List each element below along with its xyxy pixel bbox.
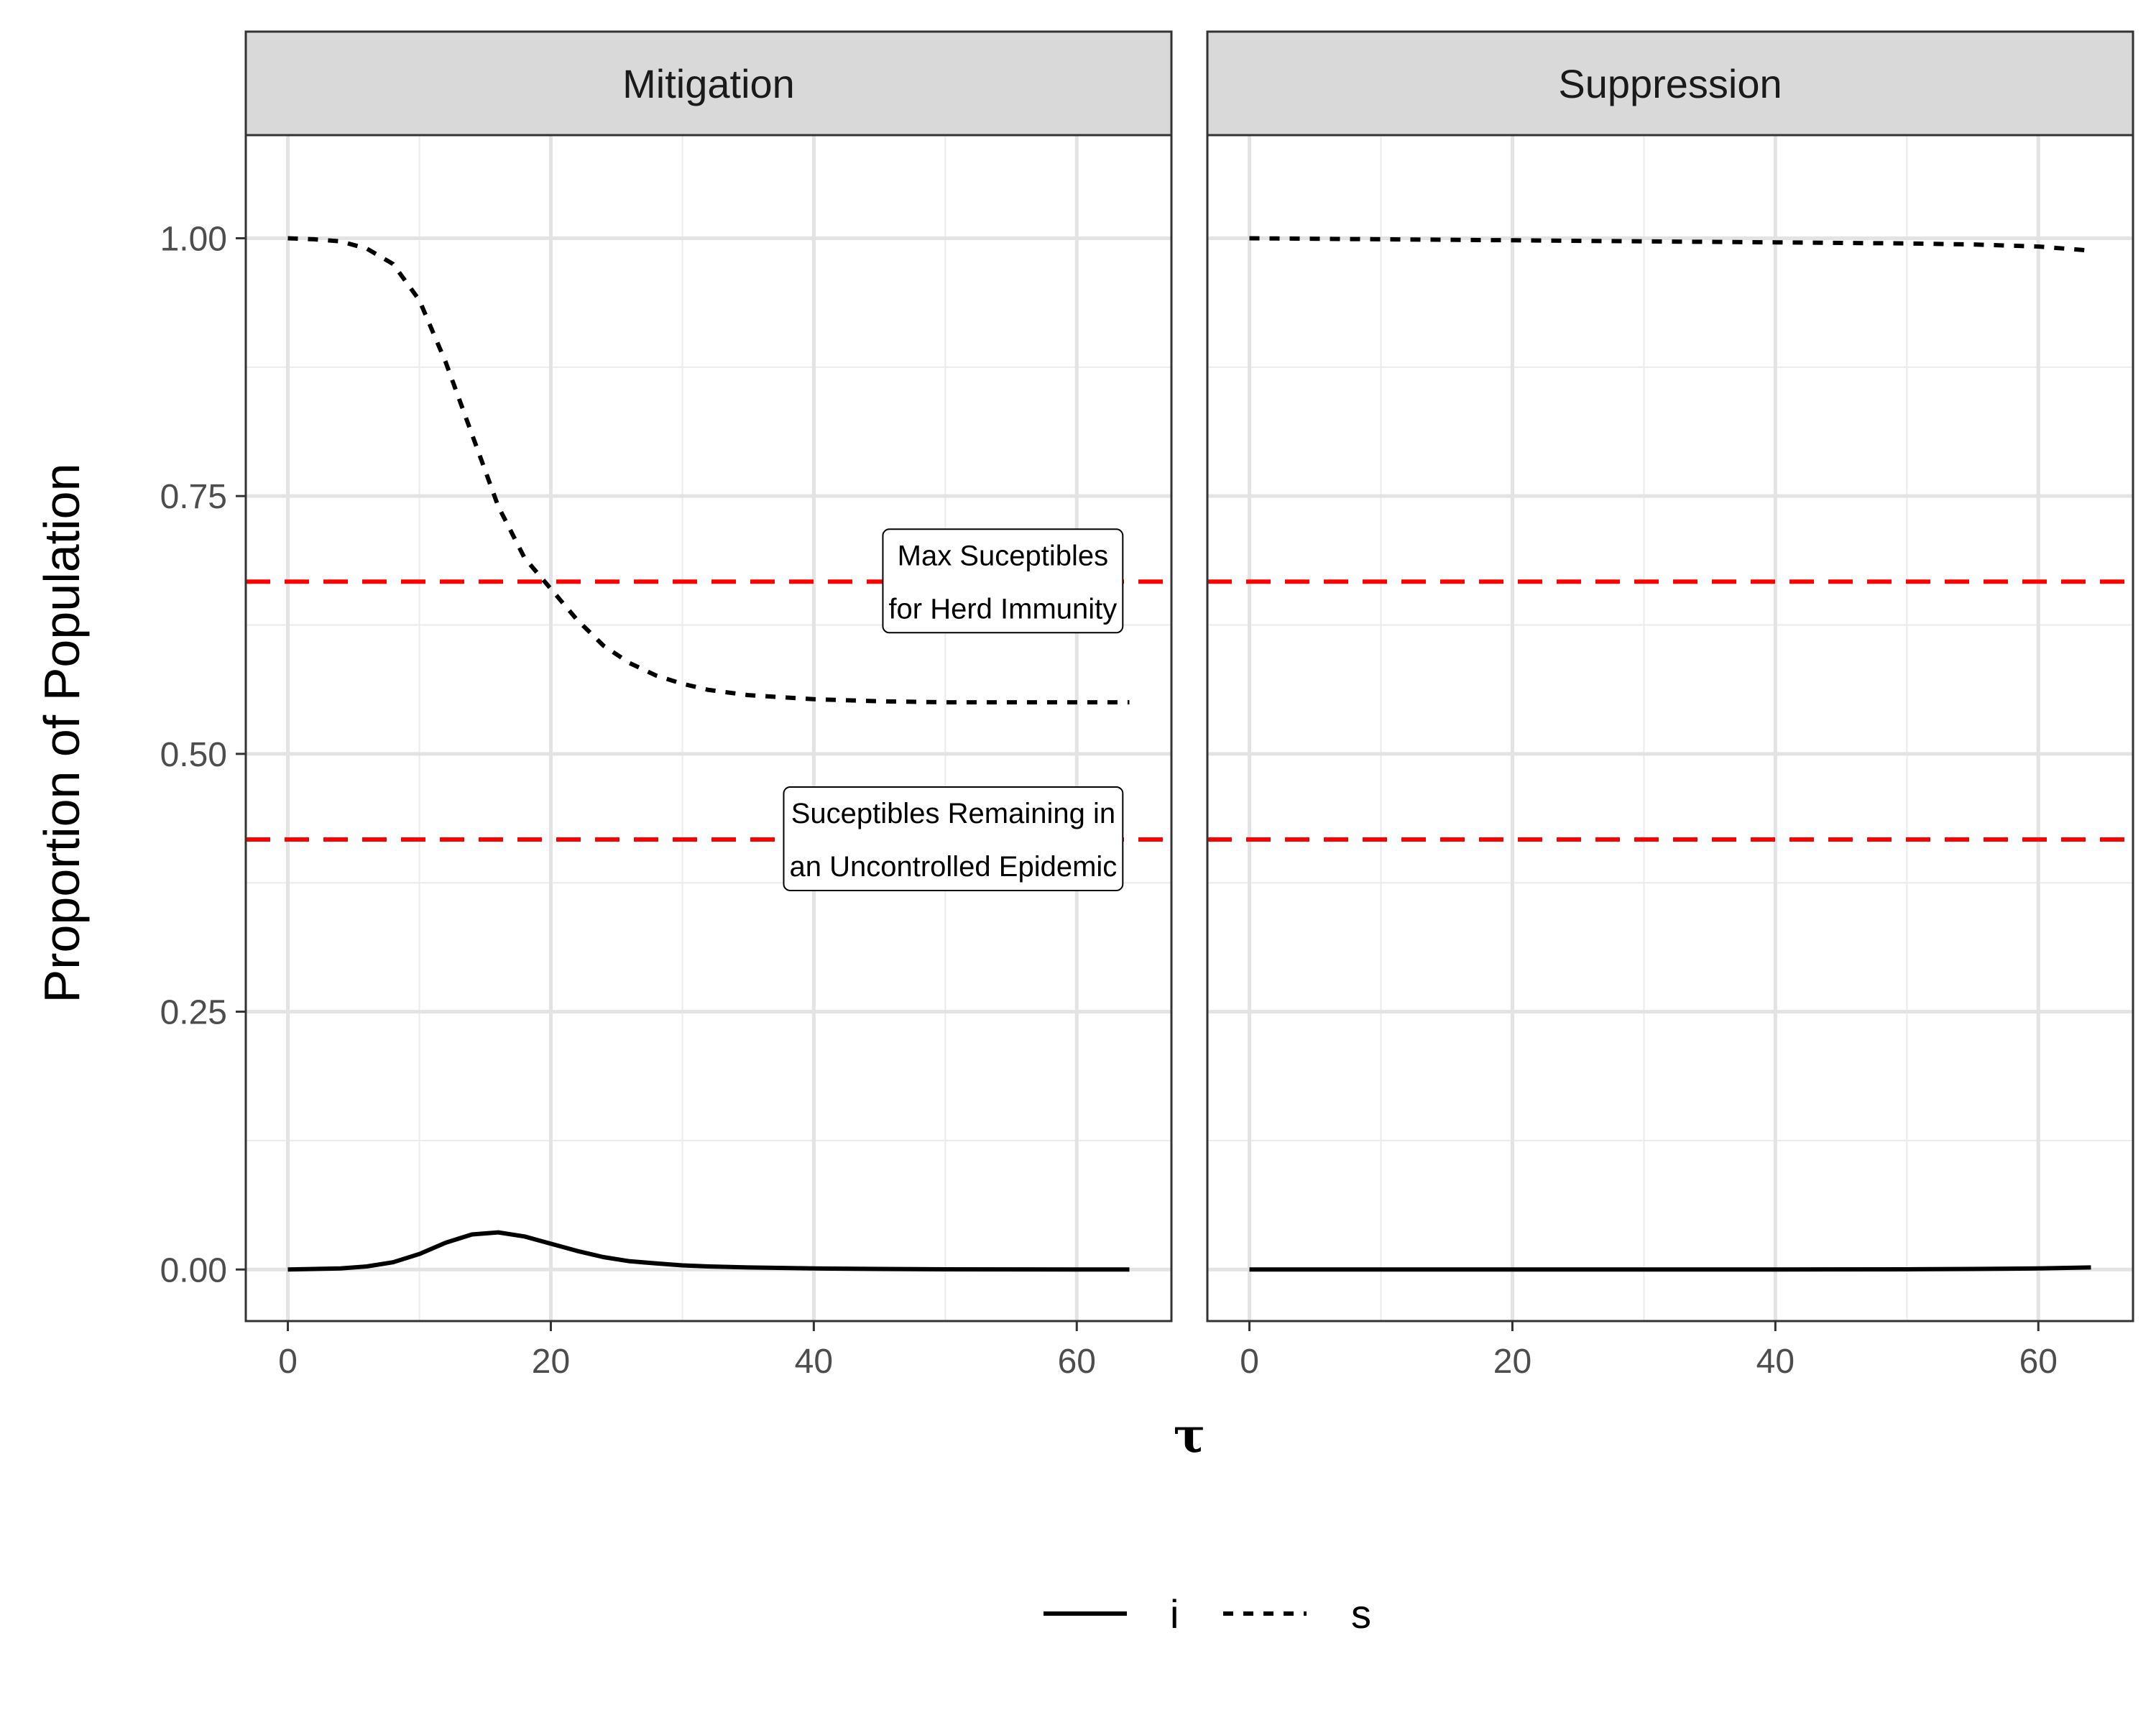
series-line-i — [287, 1230, 1130, 1272]
annotation-line: an Uncontrolled Epidemic — [789, 851, 1117, 883]
legend-label-s: s — [1351, 1591, 1371, 1637]
y-axis-title: Proportion of Population — [34, 463, 90, 1003]
y-tick-label: 1.00 — [160, 220, 227, 258]
annotation-line: Suceptibles Remaining in — [791, 798, 1115, 829]
panel-strip — [1206, 30, 2134, 137]
panel-strip-label: Mitigation — [622, 61, 795, 106]
y-tick-label: 0.50 — [160, 736, 227, 774]
annotation-label: Max Suceptibles for Herd Immunity — [882, 528, 1124, 634]
panel-border — [244, 134, 1173, 1322]
x-tick-label: 60 — [1058, 1343, 1096, 1381]
series-line-i — [1249, 1265, 2091, 1272]
annotation-label: Suceptibles Remaining in an Uncontrolled … — [783, 786, 1124, 891]
x-tick-label: 40 — [795, 1343, 833, 1381]
y-tick-label: 0.75 — [160, 478, 227, 516]
x-tick-label: 20 — [532, 1343, 570, 1381]
x-tick-label: 0 — [278, 1343, 298, 1381]
x-axis-title: τ — [1174, 1407, 1205, 1463]
panel-mitigation: Mitigation Max Suceptibles for Herd Immuni… — [244, 30, 1173, 1381]
annotation-line: for Herd Immunity — [888, 593, 1117, 625]
legend-label-i: i — [1170, 1591, 1179, 1637]
panel-suppression: Suppression 0 20 40 60 — [1206, 30, 2134, 1381]
y-tick-label: 0.00 — [160, 1251, 227, 1289]
panel-strip — [244, 30, 1173, 137]
series-line-s — [1249, 236, 2091, 253]
annotation-box — [783, 786, 1124, 891]
panels: Mitigation Max Suceptibles for Herd Immuni… — [244, 30, 2134, 1381]
x-tick-label: 60 — [2019, 1343, 2058, 1381]
panel-border — [1206, 134, 2134, 1322]
x-tick-label: 0 — [1240, 1343, 1259, 1381]
annotation-line: Max Suceptibles — [898, 540, 1108, 571]
x-tick-label: 40 — [1756, 1343, 1795, 1381]
y-tick-label: 0.25 — [160, 994, 227, 1032]
annotation-box — [882, 528, 1124, 634]
x-tick-label: 20 — [1493, 1343, 1531, 1381]
panel-strip-label: Suppression — [1558, 61, 1782, 106]
y-axis: 0.00 0.25 0.50 0.75 1.00 — [160, 220, 246, 1289]
series-line-s — [287, 236, 1130, 705]
